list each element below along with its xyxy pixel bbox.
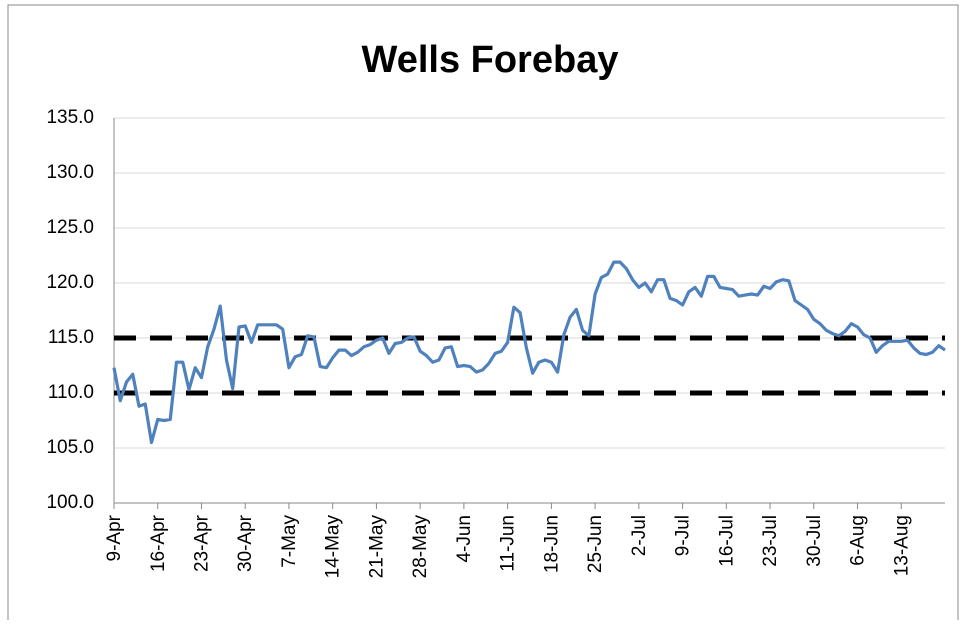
y-tick-label: 115.0 [48,327,94,348]
x-tick-label: 6-Aug [848,515,869,566]
x-tick-label: 11-Jun [498,515,519,572]
x-tick-label: 13-Aug [891,515,912,576]
y-tick-label: 110.0 [48,382,94,403]
x-tick-label: 9-Apr [104,514,125,561]
y-tick-label: 100.0 [46,492,94,513]
x-tick-label: 28-May [410,515,431,579]
y-tick-label: 120.0 [46,272,94,293]
y-tick-label: 125.0 [46,217,94,238]
x-tick-label: 4-Jun [454,515,475,563]
y-tick-label: 135.0 [46,107,94,128]
chart-title: Wells Forebay [362,39,619,81]
x-tick-label: 9-Jul [673,515,694,556]
x-tick-label: 23-Apr [191,514,212,572]
x-tick-label: 7-May [279,515,300,568]
x-tick-label: 30-Apr [235,514,256,572]
x-tick-label: 2-Jul [629,515,650,556]
x-tick-label: 25-Jun [585,515,606,573]
data-line [112,260,946,445]
y-tick-label: 130.0 [46,162,94,183]
chart-frame [7,4,959,625]
x-tick-label: 14-May [323,515,344,579]
x-tick-label: 16-Apr [148,514,169,572]
y-tick-label: 105.0 [46,437,94,458]
x-tick-label: 21-May [366,515,387,579]
x-tick-label: 23-Jul [760,515,781,567]
x-tick-label: 30-Jul [804,515,825,567]
x-tick-label: 16-Jul [716,515,737,567]
x-tick-label: 18-Jun [541,515,562,573]
